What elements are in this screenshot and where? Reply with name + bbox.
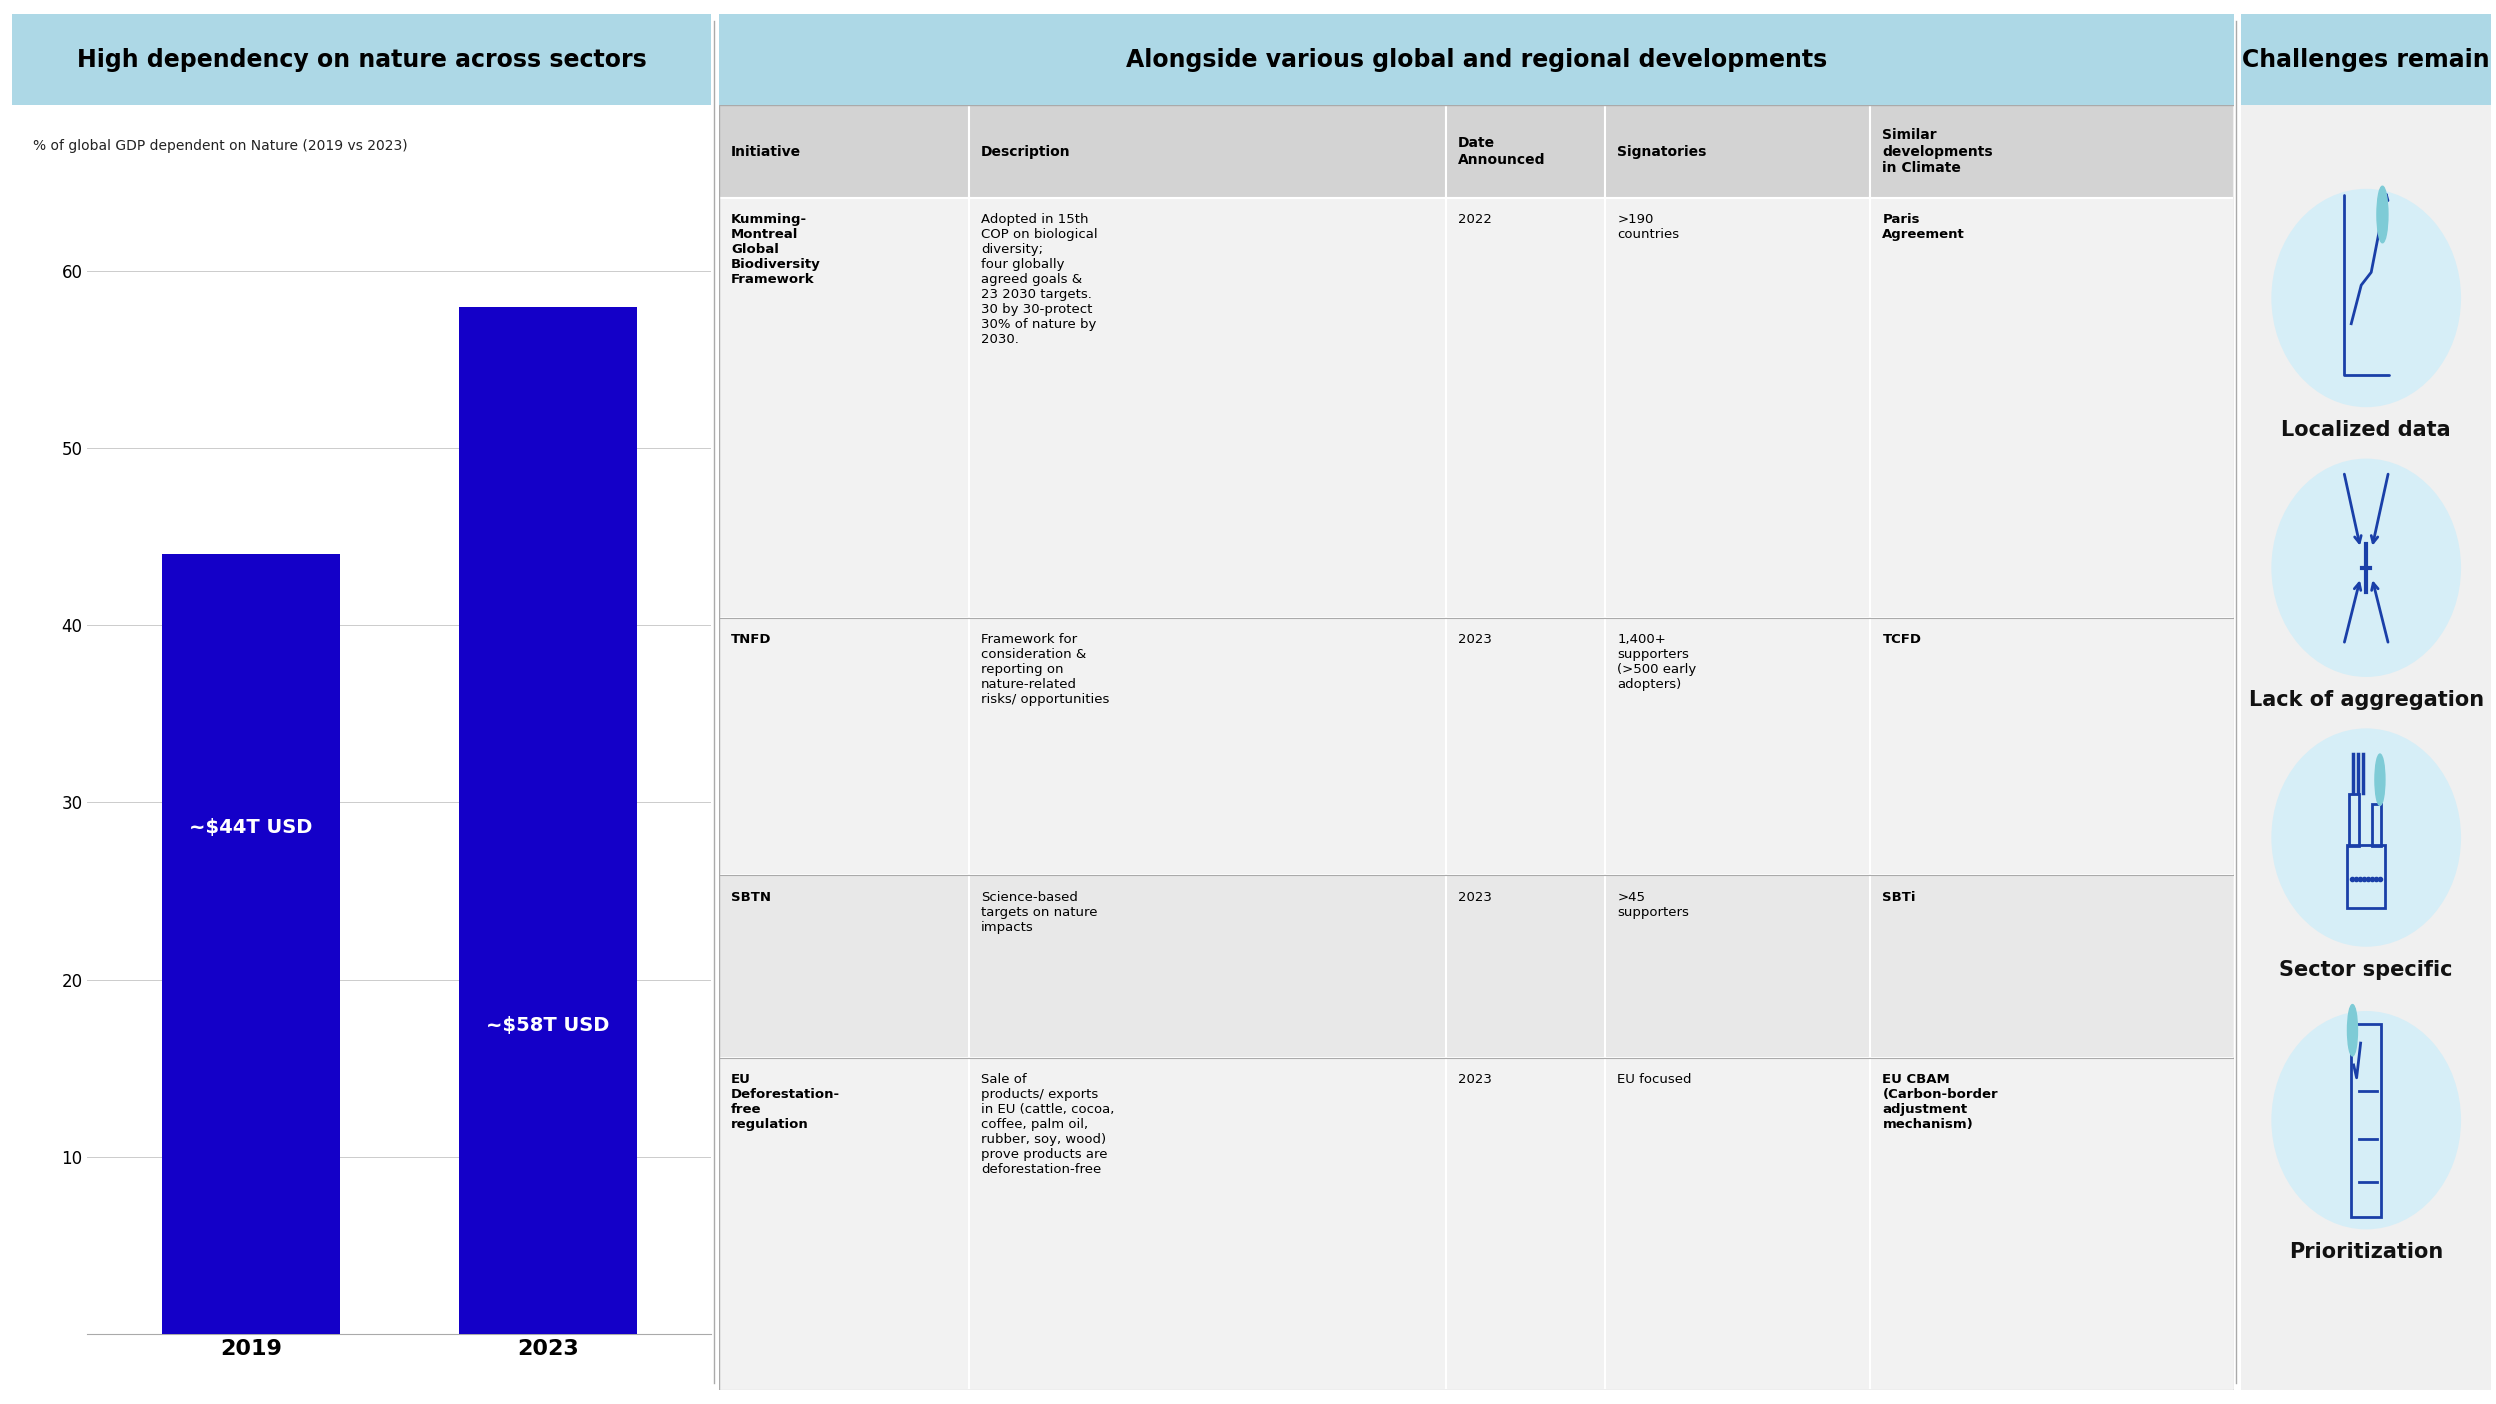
Text: Description: Description — [981, 145, 1071, 159]
Ellipse shape — [2271, 188, 2461, 407]
FancyBboxPatch shape — [968, 618, 1445, 875]
Text: >45
supporters: >45 supporters — [1617, 890, 1690, 918]
Text: Date
Announced: Date Announced — [1458, 136, 1545, 167]
Text: 2023: 2023 — [1458, 1074, 1493, 1087]
Text: Localized data: Localized data — [2281, 420, 2451, 439]
FancyBboxPatch shape — [968, 1059, 1445, 1390]
FancyBboxPatch shape — [1445, 198, 1605, 618]
Ellipse shape — [2271, 459, 2461, 677]
FancyBboxPatch shape — [719, 198, 968, 618]
Text: 2023: 2023 — [1458, 890, 1493, 904]
Text: Sector specific: Sector specific — [2279, 959, 2454, 980]
Ellipse shape — [2271, 1011, 2461, 1230]
Text: Alongside various global and regional developments: Alongside various global and regional de… — [1126, 48, 1827, 72]
FancyBboxPatch shape — [1870, 1059, 2234, 1390]
FancyBboxPatch shape — [12, 14, 711, 105]
FancyBboxPatch shape — [1870, 198, 2234, 618]
Circle shape — [2374, 754, 2384, 806]
Circle shape — [2346, 1005, 2356, 1056]
FancyBboxPatch shape — [2241, 105, 2491, 1390]
Text: Similar
developments
in Climate: Similar developments in Climate — [1882, 128, 1992, 174]
FancyBboxPatch shape — [968, 105, 1445, 198]
Text: Challenges remain: Challenges remain — [2241, 48, 2491, 72]
Text: Framework for
consideration &
reporting on
nature-related
risks/ opportunities: Framework for consideration & reporting … — [981, 633, 1108, 706]
Text: ~$58T USD: ~$58T USD — [487, 1016, 609, 1035]
Text: SBTi: SBTi — [1882, 890, 1917, 904]
Text: ~$44T USD: ~$44T USD — [190, 817, 312, 837]
Text: 2023: 2023 — [1458, 633, 1493, 646]
FancyBboxPatch shape — [1445, 105, 1605, 198]
Text: >190
countries: >190 countries — [1617, 213, 1680, 241]
FancyBboxPatch shape — [719, 105, 968, 198]
FancyBboxPatch shape — [1605, 875, 1870, 1059]
FancyBboxPatch shape — [1870, 618, 2234, 875]
Bar — [459, 306, 636, 1334]
Text: Kumming-
Montreal
Global
Biodiversity
Framework: Kumming- Montreal Global Biodiversity Fr… — [731, 213, 821, 286]
FancyBboxPatch shape — [719, 1059, 968, 1390]
Text: TCFD: TCFD — [1882, 633, 1922, 646]
FancyBboxPatch shape — [719, 875, 968, 1059]
Text: Lack of aggregation: Lack of aggregation — [2249, 689, 2484, 710]
FancyBboxPatch shape — [1605, 105, 1870, 198]
FancyBboxPatch shape — [1445, 1059, 1605, 1390]
FancyBboxPatch shape — [1605, 618, 1870, 875]
Ellipse shape — [2271, 729, 2461, 946]
Text: TNFD: TNFD — [731, 633, 771, 646]
Text: Sale of
products/ exports
in EU (cattle, cocoa,
coffee, palm oil,
rubber, soy, w: Sale of products/ exports in EU (cattle,… — [981, 1074, 1113, 1177]
Text: SBTN: SBTN — [731, 890, 771, 904]
FancyBboxPatch shape — [2241, 14, 2491, 105]
Bar — [162, 555, 339, 1334]
Text: EU
Deforestation-
free
regulation: EU Deforestation- free regulation — [731, 1074, 841, 1132]
Text: % of global GDP dependent on Nature (2019 vs 2023): % of global GDP dependent on Nature (201… — [32, 139, 407, 153]
Text: 2022: 2022 — [1458, 213, 1493, 226]
Text: Adopted in 15th
COP on biological
diversity;
four globally
agreed goals &
23 203: Adopted in 15th COP on biological divers… — [981, 213, 1098, 347]
Text: Paris
Agreement: Paris Agreement — [1882, 213, 1964, 241]
FancyBboxPatch shape — [1605, 1059, 1870, 1390]
FancyBboxPatch shape — [1445, 618, 1605, 875]
FancyBboxPatch shape — [1445, 875, 1605, 1059]
Circle shape — [2376, 187, 2389, 243]
Text: High dependency on nature across sectors: High dependency on nature across sectors — [77, 48, 646, 72]
FancyBboxPatch shape — [719, 618, 968, 875]
FancyBboxPatch shape — [968, 198, 1445, 618]
Text: Prioritization: Prioritization — [2289, 1243, 2444, 1262]
FancyBboxPatch shape — [968, 875, 1445, 1059]
FancyBboxPatch shape — [1870, 105, 2234, 198]
Text: EU CBAM
(Carbon-border
adjustment
mechanism): EU CBAM (Carbon-border adjustment mechan… — [1882, 1074, 1999, 1132]
FancyBboxPatch shape — [1870, 875, 2234, 1059]
FancyBboxPatch shape — [719, 14, 2234, 105]
Text: Science-based
targets on nature
impacts: Science-based targets on nature impacts — [981, 890, 1098, 934]
FancyBboxPatch shape — [1605, 198, 1870, 618]
Text: EU focused: EU focused — [1617, 1074, 1692, 1087]
Text: Initiative: Initiative — [731, 145, 801, 159]
Text: 1,400+
supporters
(>500 early
adopters): 1,400+ supporters (>500 early adopters) — [1617, 633, 1697, 691]
Text: Signatories: Signatories — [1617, 145, 1707, 159]
